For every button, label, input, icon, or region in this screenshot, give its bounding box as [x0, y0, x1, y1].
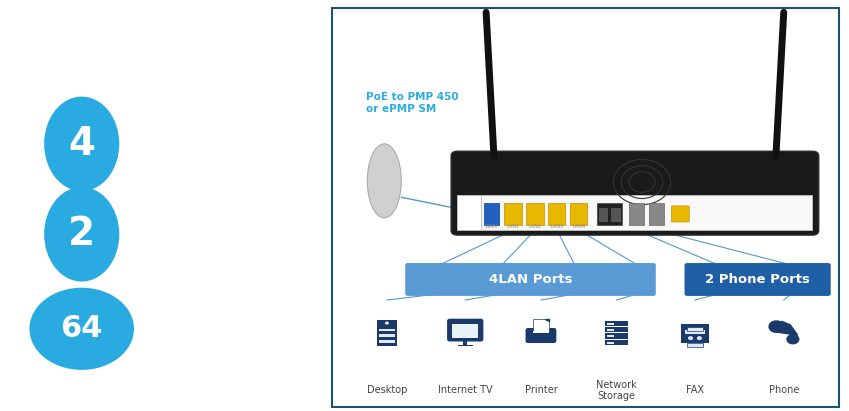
FancyBboxPatch shape — [607, 342, 614, 344]
FancyBboxPatch shape — [599, 208, 608, 222]
Text: LAN4: LAN4 — [572, 224, 585, 229]
Circle shape — [786, 334, 800, 344]
Text: Network
Storage: Network Storage — [596, 380, 637, 401]
FancyBboxPatch shape — [684, 263, 830, 296]
Text: 4LAN Ports: 4LAN Ports — [489, 273, 572, 286]
FancyBboxPatch shape — [458, 195, 812, 230]
Text: 64: 64 — [60, 314, 103, 343]
FancyBboxPatch shape — [672, 206, 689, 222]
Text: LAN Ports: LAN Ports — [180, 135, 280, 153]
FancyBboxPatch shape — [377, 320, 397, 346]
FancyBboxPatch shape — [504, 203, 521, 225]
FancyBboxPatch shape — [380, 329, 395, 331]
Text: LAN1: LAN1 — [507, 224, 520, 229]
FancyBboxPatch shape — [526, 203, 543, 225]
Text: Wireless Devices: Wireless Devices — [180, 320, 351, 338]
FancyBboxPatch shape — [458, 195, 481, 230]
FancyBboxPatch shape — [405, 263, 655, 296]
Text: FAX: FAX — [686, 386, 704, 395]
FancyBboxPatch shape — [611, 208, 621, 222]
Text: Phone Ports: Phone Ports — [180, 225, 302, 243]
FancyBboxPatch shape — [628, 203, 644, 225]
Text: Desktop: Desktop — [367, 386, 408, 395]
Circle shape — [44, 187, 120, 282]
FancyBboxPatch shape — [451, 151, 818, 235]
Text: 2 Phone Ports: 2 Phone Ports — [706, 273, 810, 286]
FancyBboxPatch shape — [548, 203, 565, 225]
Polygon shape — [773, 321, 797, 335]
FancyBboxPatch shape — [607, 323, 614, 325]
FancyBboxPatch shape — [571, 203, 588, 225]
FancyBboxPatch shape — [607, 329, 614, 331]
Ellipse shape — [30, 288, 134, 370]
FancyBboxPatch shape — [458, 345, 473, 346]
Ellipse shape — [368, 144, 402, 218]
Text: 4: 4 — [68, 125, 95, 163]
FancyBboxPatch shape — [533, 319, 548, 331]
FancyBboxPatch shape — [380, 340, 395, 343]
Text: PoE to PMP 450
or ePMP SM: PoE to PMP 450 or ePMP SM — [366, 92, 458, 113]
FancyBboxPatch shape — [483, 203, 499, 225]
FancyBboxPatch shape — [605, 327, 628, 332]
FancyBboxPatch shape — [684, 330, 706, 334]
FancyBboxPatch shape — [687, 327, 703, 330]
Circle shape — [688, 336, 693, 340]
Text: Printer: Printer — [525, 386, 557, 395]
Circle shape — [44, 97, 120, 191]
FancyBboxPatch shape — [687, 343, 703, 346]
FancyBboxPatch shape — [605, 321, 628, 326]
FancyBboxPatch shape — [598, 203, 622, 225]
Polygon shape — [545, 319, 548, 321]
Text: LAN2: LAN2 — [528, 224, 542, 229]
Circle shape — [697, 336, 702, 340]
FancyBboxPatch shape — [526, 328, 556, 343]
Text: Phone: Phone — [768, 386, 799, 395]
FancyBboxPatch shape — [533, 331, 549, 333]
Circle shape — [385, 321, 389, 325]
FancyBboxPatch shape — [380, 335, 395, 337]
Text: Internet TV: Internet TV — [438, 386, 492, 395]
FancyBboxPatch shape — [605, 333, 628, 339]
FancyBboxPatch shape — [605, 340, 628, 345]
FancyBboxPatch shape — [447, 319, 483, 342]
FancyBboxPatch shape — [463, 339, 468, 345]
FancyBboxPatch shape — [681, 325, 709, 343]
FancyBboxPatch shape — [453, 324, 478, 337]
Circle shape — [768, 320, 784, 333]
Text: WAN: WAN — [485, 224, 498, 229]
Text: LAN3: LAN3 — [550, 224, 564, 229]
Text: Connect up to: Connect up to — [72, 39, 267, 67]
Text: 2: 2 — [68, 215, 95, 253]
Text: WWW.           .COM.AU: WWW. .COM.AU — [494, 193, 593, 202]
FancyBboxPatch shape — [649, 203, 664, 225]
FancyBboxPatch shape — [607, 335, 614, 337]
